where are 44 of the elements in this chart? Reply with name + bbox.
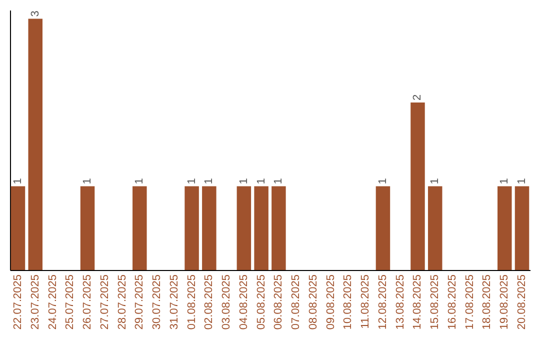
data-label: 3 bbox=[29, 10, 42, 17]
x-tick-label: 27.07.2025 bbox=[98, 274, 111, 330]
x-tick-label: 06.08.2025 bbox=[272, 274, 285, 330]
x-tick-label: 18.08.2025 bbox=[481, 274, 494, 330]
x-tick-label: 03.08.2025 bbox=[220, 274, 233, 330]
x-tick-label: 08.08.2025 bbox=[307, 274, 320, 330]
data-label: 1 bbox=[134, 178, 146, 184]
data-label: 1 bbox=[255, 178, 268, 184]
x-tick-label: 20.08.2025 bbox=[516, 274, 528, 330]
x-tick-label: 31.07.2025 bbox=[168, 274, 180, 330]
data-label: 2 bbox=[412, 94, 424, 101]
x-tick-label: 23.07.2025 bbox=[29, 274, 42, 330]
data-label: 1 bbox=[82, 178, 94, 184]
data-label: 1 bbox=[238, 178, 250, 184]
data-label: 1 bbox=[186, 178, 198, 184]
x-tick-label: 07.08.2025 bbox=[290, 274, 302, 330]
x-tick-label: 29.07.2025 bbox=[134, 274, 146, 330]
x-tick-label: 30.07.2025 bbox=[151, 274, 164, 330]
x-tick-label: 13.08.2025 bbox=[394, 274, 406, 330]
x-tick-label: 16.08.2025 bbox=[446, 274, 458, 330]
x-tick-label: 22.07.2025 bbox=[12, 274, 24, 330]
x-tick-label: 26.07.2025 bbox=[82, 274, 94, 330]
x-tick-label: 10.08.2025 bbox=[342, 274, 354, 330]
x-tick-label: 15.08.2025 bbox=[429, 274, 442, 330]
x-tick-label: 09.08.2025 bbox=[324, 274, 337, 330]
data-label: 1 bbox=[272, 178, 285, 184]
data-label: 1 bbox=[429, 178, 442, 184]
x-tick-label: 14.08.2025 bbox=[412, 274, 424, 330]
data-label: 1 bbox=[12, 178, 24, 184]
data-label: 1 bbox=[498, 178, 511, 184]
x-tick-label: 02.08.2025 bbox=[203, 274, 216, 330]
data-label: 1 bbox=[516, 178, 528, 184]
x-tick-label: 05.08.2025 bbox=[255, 274, 268, 330]
x-tick-label: 28.07.2025 bbox=[116, 274, 128, 330]
x-tick-label: 19.08.2025 bbox=[498, 274, 511, 330]
x-tick-label: 12.08.2025 bbox=[376, 274, 389, 330]
x-tick-label: 24.07.2025 bbox=[46, 274, 59, 330]
data-label: 1 bbox=[376, 178, 389, 184]
x-tick-label: 17.08.2025 bbox=[464, 274, 476, 330]
x-tick-label: 01.08.2025 bbox=[186, 274, 198, 330]
x-tick-label: 25.07.2025 bbox=[64, 274, 76, 330]
x-tick-label: 11.08.2025 bbox=[360, 274, 372, 329]
x-tick-label: 04.08.2025 bbox=[238, 274, 250, 330]
data-label: 1 bbox=[203, 178, 216, 184]
